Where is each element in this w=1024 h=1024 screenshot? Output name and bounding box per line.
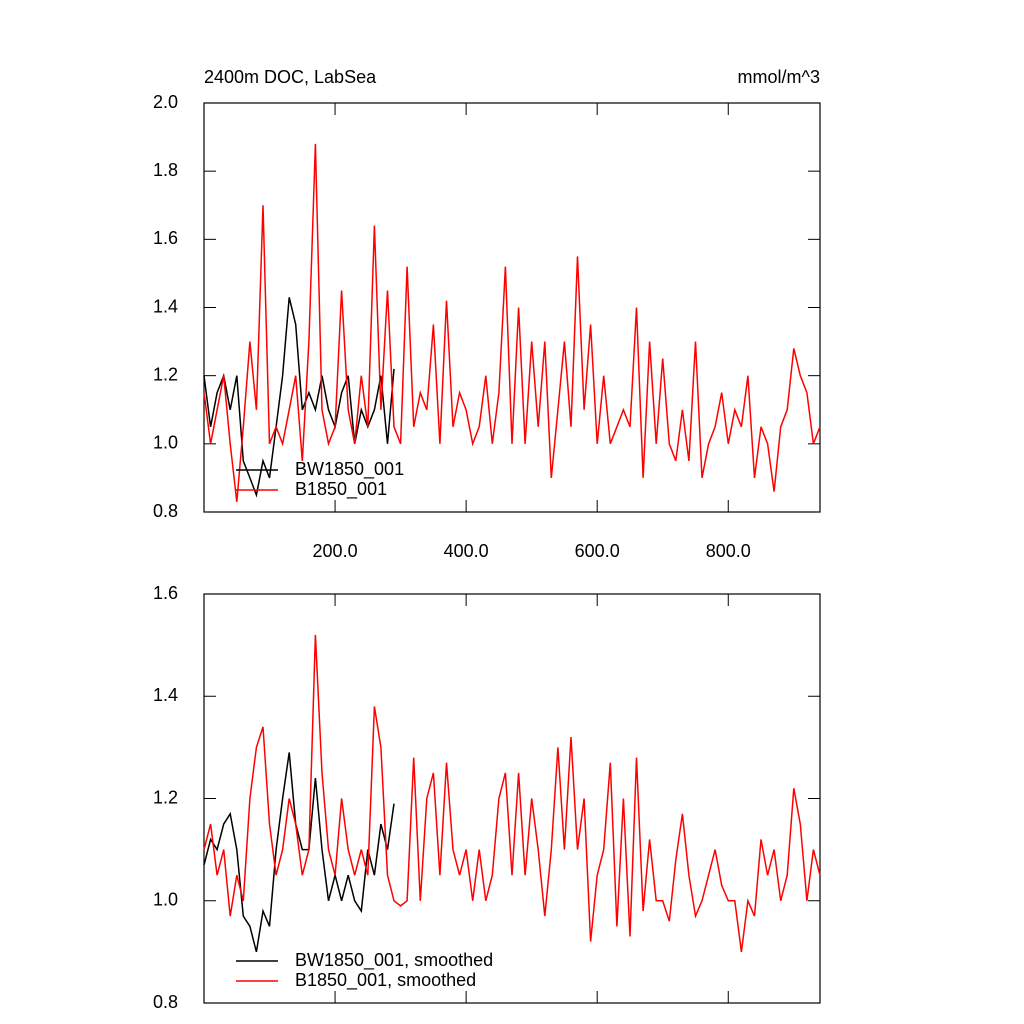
units-label: mmol/m^3 <box>738 67 820 87</box>
y-tick-label: 0.8 <box>153 992 178 1012</box>
line-series <box>203 143 821 502</box>
legend-label: BW1850_001 <box>295 459 404 480</box>
y-tick-label: 1.2 <box>153 364 178 384</box>
line-series <box>203 297 395 498</box>
y-tick-label: 1.2 <box>153 787 178 807</box>
y-tick-label: 1.0 <box>153 890 178 910</box>
x-tick-label: 800.0 <box>706 541 751 561</box>
line-series <box>203 634 821 952</box>
legend-label: BW1850_001, smoothed <box>295 950 493 971</box>
x-tick-label: 600.0 <box>575 541 620 561</box>
y-tick-label: 1.6 <box>153 583 178 603</box>
y-tick-label: 1.0 <box>153 433 178 453</box>
y-tick-label: 1.6 <box>153 228 178 248</box>
y-tick-label: 1.8 <box>153 160 178 180</box>
x-tick-label: 400.0 <box>444 541 489 561</box>
plot-frame <box>203 102 821 513</box>
y-tick-label: 1.4 <box>153 685 178 705</box>
line-series <box>203 752 395 953</box>
x-tick-label: 200.0 <box>313 541 358 561</box>
chart-title: 2400m DOC, LabSea <box>204 67 377 87</box>
plot-frame <box>203 593 821 1004</box>
y-tick-label: 2.0 <box>153 92 178 112</box>
legend-label: B1850_001 <box>295 479 387 500</box>
legend-label: B1850_001, smoothed <box>295 970 476 991</box>
y-tick-label: 0.8 <box>153 501 178 521</box>
y-tick-label: 1.4 <box>153 296 178 316</box>
